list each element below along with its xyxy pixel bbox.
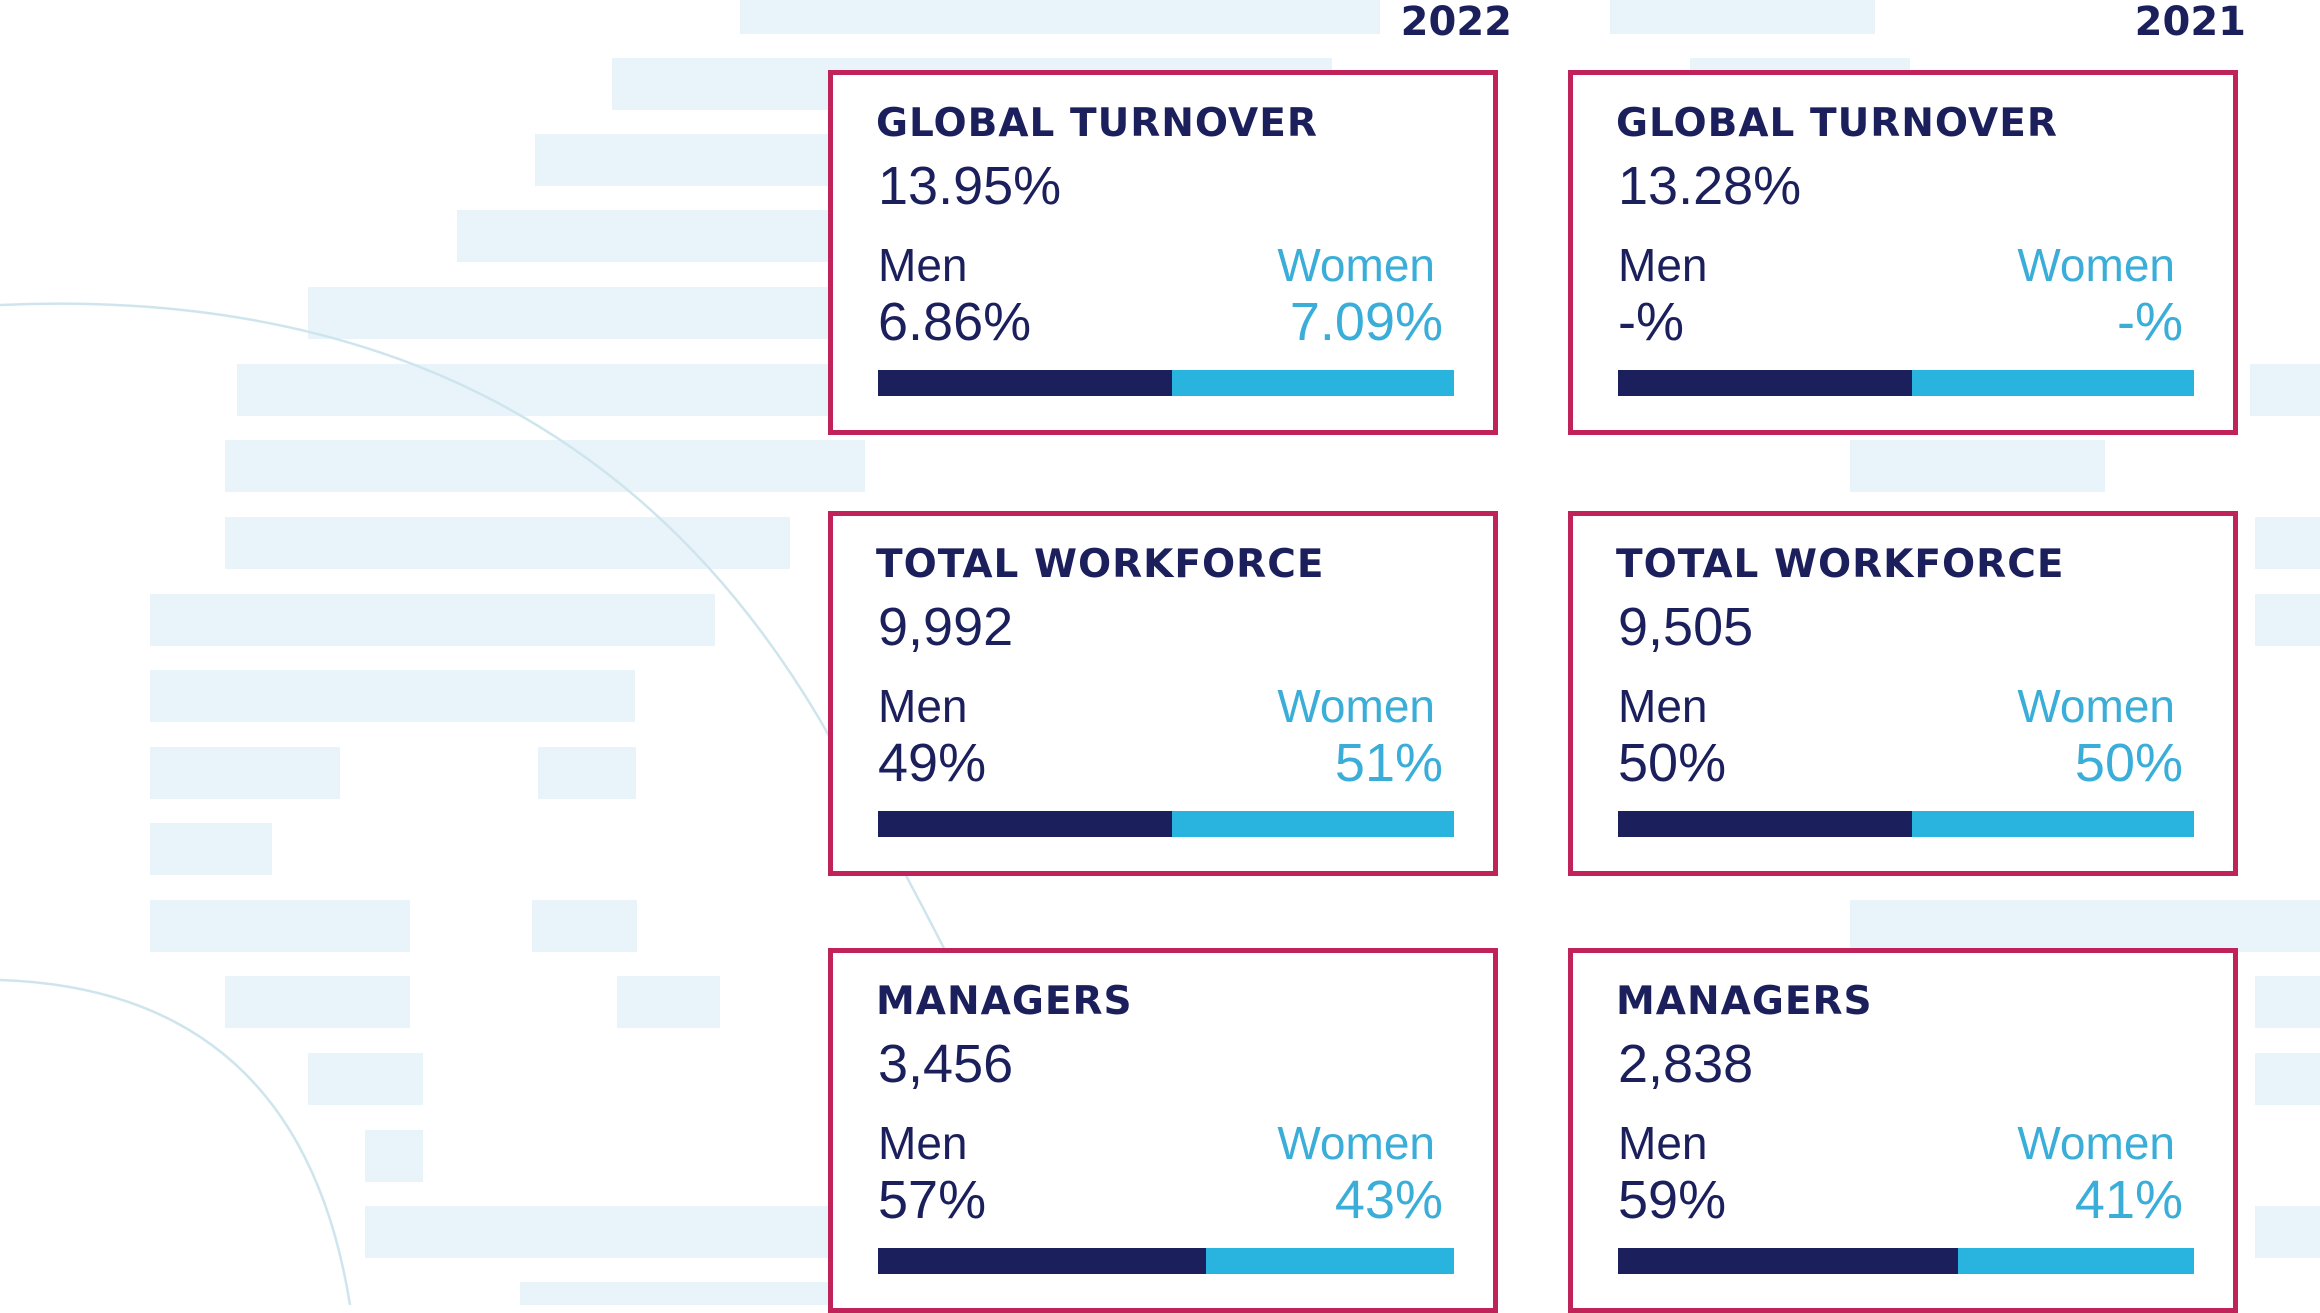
- men-bar-segment: [878, 1248, 1206, 1274]
- men-label: Men: [878, 1117, 968, 1169]
- women-label: Women: [1277, 680, 1435, 732]
- women-label: Women: [1277, 239, 1435, 291]
- gender-split-bar: [878, 811, 1454, 837]
- women-value: 50%: [2074, 733, 2183, 793]
- women-value: 41%: [2074, 1170, 2183, 1230]
- women-bar-segment: [1958, 1248, 2194, 1274]
- women-value: 51%: [1334, 733, 1443, 793]
- women-bar-segment: [1206, 1248, 1454, 1274]
- background-stripe: [2255, 517, 2320, 569]
- women-bar-segment: [1172, 811, 1454, 837]
- year-label-2021: 2021: [2134, 0, 2246, 45]
- women-value: 43%: [1334, 1170, 1443, 1230]
- women-label: Women: [2017, 680, 2175, 732]
- background-stripe: [538, 747, 636, 799]
- men-bar-segment: [1618, 1248, 1958, 1274]
- men-bar-segment: [878, 370, 1172, 396]
- background-stripe: [457, 210, 877, 262]
- background-stripe: [225, 976, 410, 1028]
- card-total-value: 13.95%: [878, 156, 1062, 216]
- men-label: Men: [1618, 680, 1708, 732]
- background-arc: [0, 978, 352, 1305]
- background-stripe: [365, 1130, 423, 1182]
- card-total-value: 9,992: [878, 597, 1014, 657]
- background-stripe: [2255, 1206, 2320, 1258]
- card-title: TOTAL WORKFORCE: [1616, 542, 2065, 587]
- gender-split-bar: [1618, 370, 2194, 396]
- card-title: GLOBAL TURNOVER: [876, 101, 1318, 146]
- women-bar-segment: [1912, 811, 2194, 837]
- men-value: 59%: [1618, 1170, 1727, 1230]
- stat-card: MANAGERS 2,838 Men 59% Women 41%: [1568, 948, 2238, 1313]
- background-stripe: [2255, 594, 2320, 646]
- women-label: Women: [2017, 1117, 2175, 1169]
- background-stripe: [308, 1053, 423, 1105]
- men-bar-segment: [1618, 811, 1912, 837]
- men-label: Men: [878, 239, 968, 291]
- background-stripe: [617, 976, 720, 1028]
- background-stripe: [150, 900, 410, 952]
- men-value: 57%: [878, 1170, 987, 1230]
- background-stripe: [1850, 900, 2320, 952]
- women-bar-segment: [1912, 370, 2194, 396]
- card-title: TOTAL WORKFORCE: [876, 542, 1325, 587]
- men-value: 49%: [878, 733, 987, 793]
- background-stripe: [520, 1282, 860, 1305]
- card-total-value: 9,505: [1618, 597, 1754, 657]
- background-stripe: [225, 517, 790, 569]
- background-stripe: [2255, 976, 2320, 1028]
- card-title: GLOBAL TURNOVER: [1616, 101, 2058, 146]
- background-stripe: [2255, 1053, 2320, 1105]
- background-stripe: [150, 670, 635, 722]
- gender-split-bar: [878, 370, 1454, 396]
- women-label: Women: [1277, 1117, 1435, 1169]
- women-label: Women: [2017, 239, 2175, 291]
- background-stripe: [237, 364, 857, 416]
- background-stripe: [308, 287, 868, 339]
- women-value: -%: [2117, 292, 2183, 352]
- stat-card: GLOBAL TURNOVER 13.95% Men 6.86% Women 7.09%: [828, 70, 1498, 435]
- men-value: 6.86%: [878, 292, 1032, 352]
- men-bar-segment: [878, 811, 1172, 837]
- background-stripe: [365, 1206, 845, 1258]
- men-bar-segment: [1618, 370, 1912, 396]
- gender-split-bar: [1618, 811, 2194, 837]
- background-stripe: [150, 594, 715, 646]
- card-title: MANAGERS: [876, 979, 1133, 1024]
- card-title: MANAGERS: [1616, 979, 1873, 1024]
- background-stripe: [532, 900, 637, 952]
- card-total-value: 3,456: [878, 1034, 1014, 1094]
- background-stripe: [1610, 0, 1875, 34]
- card-total-value: 2,838: [1618, 1034, 1754, 1094]
- background-stripe: [225, 440, 865, 492]
- stat-card: TOTAL WORKFORCE 9,992 Men 49% Women 51%: [828, 511, 1498, 876]
- background-stripe: [1850, 440, 2105, 492]
- background-stripe: [2250, 364, 2320, 416]
- men-label: Men: [1618, 239, 1708, 291]
- background-stripe: [150, 823, 272, 875]
- stat-card: MANAGERS 3,456 Men 57% Women 43%: [828, 948, 1498, 1313]
- stat-card: GLOBAL TURNOVER 13.28% Men -% Women -%: [1568, 70, 2238, 435]
- card-total-value: 13.28%: [1618, 156, 1802, 216]
- year-label-2022: 2022: [1400, 0, 1512, 45]
- background-stripe: [740, 0, 1380, 34]
- background-stripe: [150, 747, 340, 799]
- women-value: 7.09%: [1289, 292, 1443, 352]
- gender-split-bar: [1618, 1248, 2194, 1274]
- men-value: 50%: [1618, 733, 1727, 793]
- stat-card: TOTAL WORKFORCE 9,505 Men 50% Women 50%: [1568, 511, 2238, 876]
- gender-split-bar: [878, 1248, 1454, 1274]
- women-bar-segment: [1172, 370, 1454, 396]
- men-value: -%: [1618, 292, 1684, 352]
- men-label: Men: [878, 680, 968, 732]
- men-label: Men: [1618, 1117, 1708, 1169]
